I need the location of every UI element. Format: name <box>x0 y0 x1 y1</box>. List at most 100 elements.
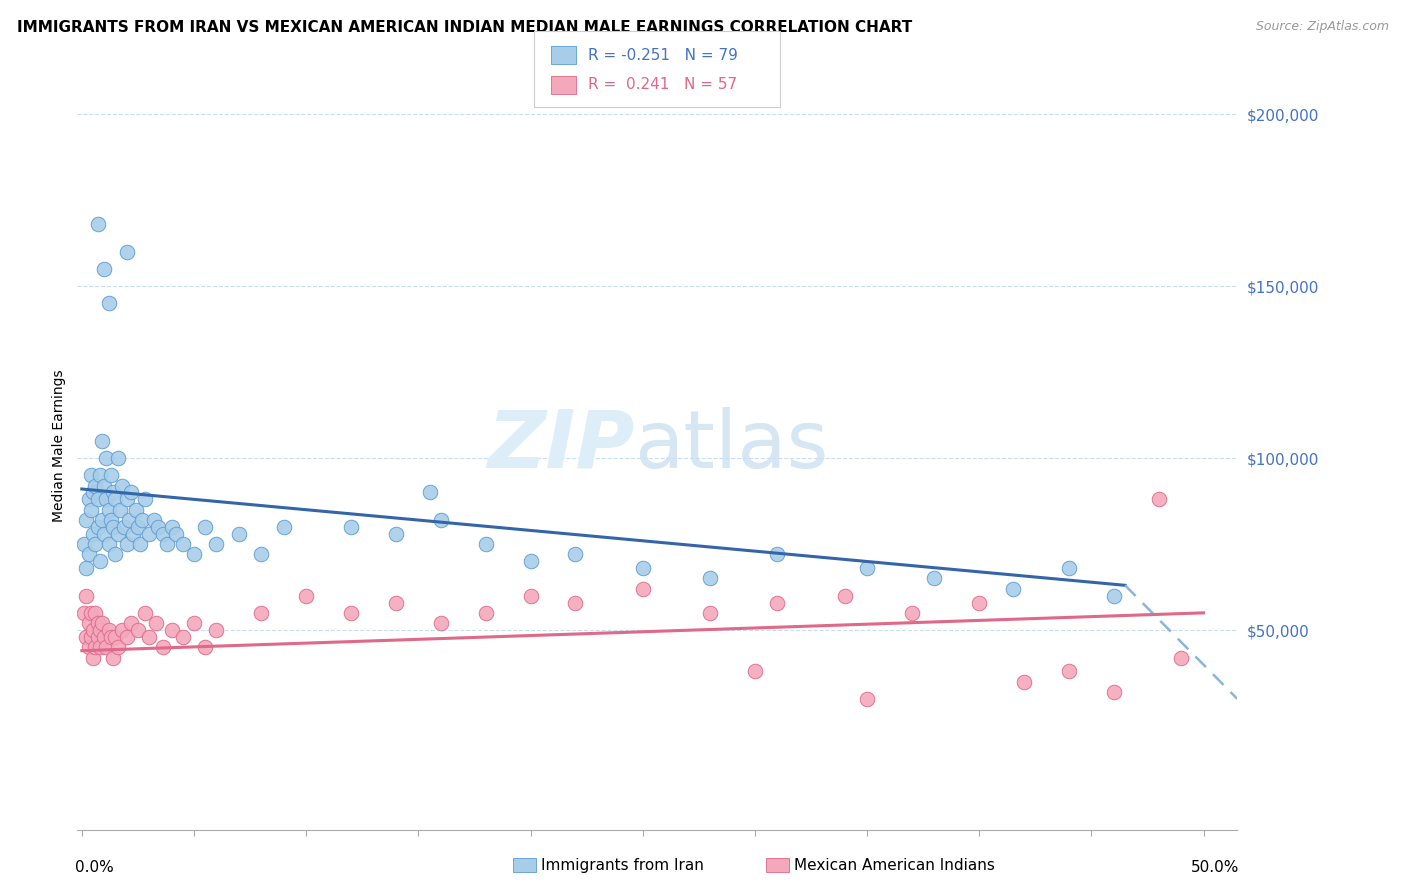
Point <box>120 485 142 500</box>
Point <box>134 606 156 620</box>
Point <box>86 217 108 231</box>
Point <box>146 520 169 534</box>
Point <box>103 485 125 500</box>
Point <box>474 606 496 620</box>
Point <box>73 606 96 620</box>
Point <box>75 513 97 527</box>
Point <box>103 520 125 534</box>
Point <box>129 537 152 551</box>
Point <box>1170 650 1192 665</box>
Y-axis label: Median Male Earnings: Median Male Earnings <box>52 369 66 523</box>
Point <box>1001 582 1024 596</box>
Point <box>115 537 138 551</box>
Point <box>118 513 141 527</box>
Point <box>108 502 131 516</box>
Point <box>134 492 156 507</box>
Point <box>145 616 167 631</box>
Point <box>115 244 138 259</box>
Point <box>77 640 100 655</box>
Point <box>564 547 586 561</box>
Point <box>84 640 107 655</box>
Point <box>97 537 120 551</box>
Point <box>1147 492 1170 507</box>
Point <box>1102 589 1125 603</box>
Point <box>89 640 111 655</box>
Point <box>82 650 104 665</box>
Point <box>766 547 789 561</box>
Point <box>273 520 295 534</box>
Point <box>75 589 97 603</box>
Point <box>160 623 183 637</box>
Point <box>250 547 273 561</box>
Point <box>766 595 789 609</box>
Point <box>901 606 924 620</box>
Point <box>122 526 145 541</box>
Point <box>75 561 97 575</box>
Point <box>183 547 205 561</box>
Point <box>385 526 408 541</box>
Point <box>80 630 103 644</box>
Point <box>205 537 228 551</box>
Point <box>104 492 127 507</box>
Point <box>699 571 721 585</box>
Point <box>340 520 363 534</box>
Point <box>111 478 134 492</box>
Point <box>142 513 165 527</box>
Point <box>699 606 721 620</box>
Point <box>97 502 120 516</box>
Point <box>385 595 408 609</box>
Point <box>104 630 127 644</box>
Point <box>91 616 114 631</box>
Point <box>100 630 122 644</box>
Point <box>93 478 115 492</box>
Point <box>1102 685 1125 699</box>
Point <box>250 606 273 620</box>
Point <box>86 630 108 644</box>
Point <box>80 502 103 516</box>
Point <box>86 520 108 534</box>
Point <box>73 537 96 551</box>
Point <box>856 691 879 706</box>
Point <box>80 468 103 483</box>
Text: Immigrants from Iran: Immigrants from Iran <box>541 858 704 872</box>
Text: Source: ZipAtlas.com: Source: ZipAtlas.com <box>1256 20 1389 33</box>
Point <box>834 589 856 603</box>
Point <box>160 520 183 534</box>
Point <box>138 526 160 541</box>
Point <box>97 623 120 637</box>
Point <box>89 468 111 483</box>
Point <box>75 630 97 644</box>
Point <box>856 561 879 575</box>
Point <box>631 561 654 575</box>
Point <box>172 630 194 644</box>
Point <box>152 640 174 655</box>
Point <box>104 547 127 561</box>
Point <box>115 630 138 644</box>
Point <box>295 589 318 603</box>
Point <box>93 261 115 276</box>
Point <box>519 554 541 568</box>
Point <box>96 640 118 655</box>
Point <box>89 623 111 637</box>
Point <box>80 606 103 620</box>
Point <box>107 526 129 541</box>
Point <box>474 537 496 551</box>
Point <box>96 492 118 507</box>
Point <box>97 296 120 310</box>
Point <box>96 450 118 465</box>
Text: 0.0%: 0.0% <box>75 860 114 875</box>
Text: R = -0.251   N = 79: R = -0.251 N = 79 <box>588 48 738 62</box>
Text: R =  0.241   N = 57: R = 0.241 N = 57 <box>588 78 737 92</box>
Point <box>194 640 217 655</box>
Point <box>103 650 125 665</box>
Point <box>93 630 115 644</box>
Point <box>138 630 160 644</box>
Point <box>419 485 441 500</box>
Point <box>111 623 134 637</box>
Point <box>744 665 766 679</box>
Point <box>77 616 100 631</box>
Point <box>82 485 104 500</box>
Point <box>1012 674 1035 689</box>
Point <box>131 513 153 527</box>
Point <box>430 616 453 631</box>
